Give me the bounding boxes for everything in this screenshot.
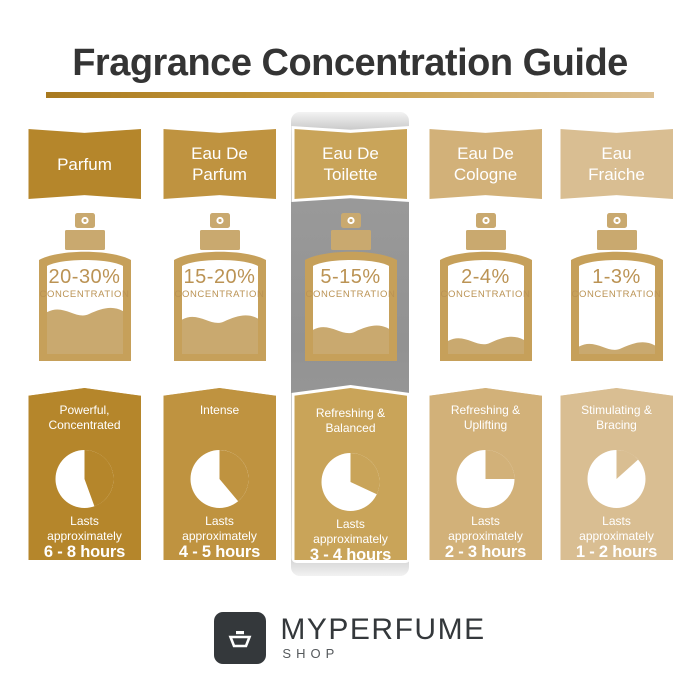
fragrance-column-2: Eau De Toilette 5-15% CONCENTRATION Refreshi…: [285, 0, 416, 700]
card-body-1: Intense Lasts approximately 4 - 5 hours: [163, 388, 276, 560]
category-badge-1[interactable]: Eau De Parfum: [163, 129, 276, 199]
title-underline: [46, 92, 654, 98]
card-duration-0: 6 - 8 hours: [43, 543, 126, 561]
longevity-pie-3: [456, 450, 515, 508]
card-description-1: Intense: [199, 403, 240, 417]
badge-shape-4: Eau Fraiche: [560, 129, 673, 199]
card-duration-4: 1 - 2 hours: [575, 543, 658, 561]
longevity-pie-4: [587, 450, 646, 508]
perfume-bottle-1: 15-20% CONCENTRATION: [162, 213, 278, 365]
duration-card-2[interactable]: Refreshing & Balanced Lasts approximately 3 …: [291, 385, 410, 563]
card-body-0: Powerful, Concentrated Lasts approximately 6…: [28, 388, 141, 560]
brand-subtitle: SHOP: [282, 646, 340, 661]
page-title: Fragrance Concentration Guide: [72, 42, 628, 84]
badge-label-3: Eau De Cologne: [453, 144, 518, 184]
card-lasts-label-4: Lasts approximately: [579, 514, 654, 543]
concentration-caption-3: CONCENTRATION: [440, 289, 531, 300]
duration-card-3[interactable]: Refreshing & Uplifting Lasts approximately 2…: [429, 388, 542, 560]
badge-shape-1: Eau De Parfum: [163, 129, 276, 199]
badge-label-4: Eau Fraiche: [588, 144, 645, 184]
card-description-4: Stimulating & Bracing: [581, 403, 652, 432]
perfume-bottle-0: 20-30% CONCENTRATION: [27, 213, 143, 365]
brand-mark: [214, 612, 267, 664]
card-duration-3: 2 - 3 hours: [444, 543, 527, 561]
footer-logo: MYPERFUME SHOP: [0, 612, 700, 664]
duration-card-0[interactable]: Powerful, Concentrated Lasts approximately 6…: [28, 388, 141, 560]
perfume-bottle-3: 2-4% CONCENTRATION: [428, 213, 544, 365]
duration-card-4[interactable]: Stimulating & Bracing Lasts approximately 1 …: [560, 388, 673, 560]
category-badge-2[interactable]: Eau De Toilette: [291, 126, 410, 202]
perfume-bottle-icon: [229, 631, 252, 648]
concentration-caption-1: CONCENTRATION: [174, 289, 265, 300]
card-lasts-label-2: Lasts approximately: [313, 517, 388, 546]
badge-label-2: Eau De Toilette: [322, 144, 379, 184]
card-lasts-label-3: Lasts approximately: [448, 514, 523, 543]
concentration-caption-4: CONCENTRATION: [571, 289, 662, 300]
longevity-pie-1: [190, 450, 249, 508]
fragrance-column-4: Eau Fraiche 1-3% CONCENTRATION Stimulating &…: [551, 0, 682, 700]
card-lasts-label-1: Lasts approximately: [182, 514, 257, 543]
card-body-3: Refreshing & Uplifting Lasts approximately 2…: [429, 388, 542, 560]
fragrance-column-3: Eau De Cologne 2-4% CONCENTRATION Refreshing…: [420, 0, 551, 700]
card-description-0: Powerful, Concentrated: [48, 403, 121, 432]
perfume-bottle-2: 5-15% CONCENTRATION: [293, 213, 409, 365]
concentration-value-0: 20-30%: [48, 266, 121, 288]
concentration-caption-0: CONCENTRATION: [39, 289, 130, 300]
card-duration-1: 4 - 5 hours: [178, 543, 261, 561]
concentration-value-1: 15-20%: [183, 266, 256, 288]
card-duration-2: 3 - 4 hours: [309, 546, 392, 564]
concentration-value-2: 5-15%: [320, 266, 381, 288]
category-badge-0[interactable]: Parfum: [28, 129, 141, 199]
concentration-value-3: 2-4%: [461, 266, 510, 288]
category-badge-4[interactable]: Eau Fraiche: [560, 129, 673, 199]
card-body-4: Stimulating & Bracing Lasts approximately 1 …: [560, 388, 673, 560]
concentration-caption-2: CONCENTRATION: [305, 289, 396, 300]
duration-card-1[interactable]: Intense Lasts approximately 4 - 5 hours: [163, 388, 276, 560]
card-description-2: Refreshing & Balanced: [315, 406, 386, 435]
badge-label-0: Parfum: [57, 154, 112, 174]
brand-name: MYPERFUME: [280, 613, 486, 646]
brand-text: MYPERFUME SHOP: [280, 614, 485, 662]
concentration-value-4: 1-3%: [592, 266, 641, 288]
longevity-pie-2: [321, 453, 380, 511]
badge-shape-3: Eau De Cologne: [429, 129, 542, 199]
fragrance-column-1: Eau De Parfum 15-20% CONCENTRATION Intense La…: [154, 0, 285, 700]
fragrance-column-0: Parfum 20-30% CONCENTRATION Powerful, Concen…: [19, 0, 150, 700]
longevity-pie-0: [55, 450, 114, 508]
badge-shape-0: Parfum: [28, 129, 141, 199]
perfume-bottle-4: 1-3% CONCENTRATION: [559, 213, 675, 365]
card-lasts-label-0: Lasts approximately: [47, 514, 122, 543]
category-badge-3[interactable]: Eau De Cologne: [429, 129, 542, 199]
badge-shape-2: Eau De Toilette: [294, 129, 407, 199]
card-description-3: Refreshing & Uplifting: [450, 403, 521, 432]
card-body-2: Refreshing & Balanced Lasts approximately 3 …: [294, 388, 407, 560]
badge-label-1: Eau De Parfum: [191, 144, 248, 184]
